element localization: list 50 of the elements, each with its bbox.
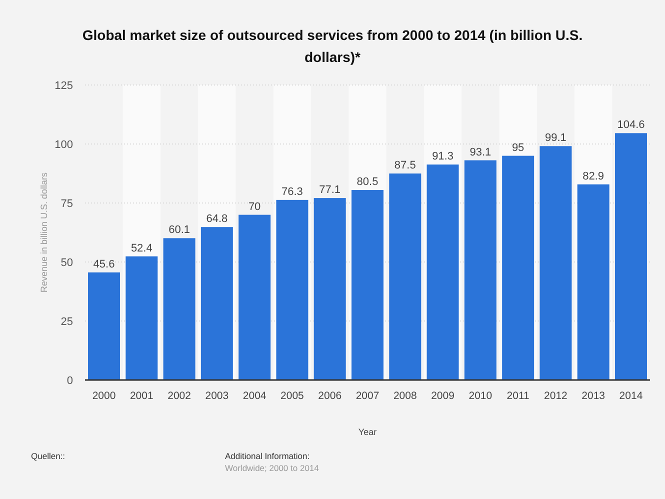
x-tick-label: 2013 [582, 390, 606, 402]
x-tick-label: 2006 [318, 390, 342, 402]
x-tick-label: 2003 [205, 390, 229, 402]
bar [163, 238, 196, 380]
data-label: 95 [512, 142, 524, 154]
x-tick-label: 2010 [468, 390, 492, 402]
bar [389, 174, 422, 380]
data-label: 70 [248, 200, 261, 213]
data-label: 60.1 [168, 224, 190, 236]
bar [238, 214, 271, 380]
y-tick-label: 125 [54, 80, 73, 92]
x-tick-label: 2005 [280, 390, 304, 402]
x-tick-label: 2014 [619, 390, 643, 402]
bar [314, 198, 346, 380]
data-label: 82.9 [582, 170, 604, 182]
x-tick-label: 2000 [92, 390, 116, 402]
y-tick-label: 0 [66, 375, 73, 387]
data-label: 77.1 [319, 184, 341, 196]
y-tick-label: 100 [54, 139, 73, 151]
data-label: 87.5 [394, 160, 416, 172]
bar [464, 160, 496, 380]
x-tick-label: 2008 [393, 390, 417, 402]
data-label: 45.6 [93, 258, 115, 270]
text: Worldwide; 2000 to 2014 [225, 463, 320, 473]
chart-title: Global market size of outsourced services from 2000 to 2014 (in billion U.S. dollars)* [82, 27, 583, 65]
x-tick-label: 2011 [506, 390, 530, 402]
data-label: 91.3 [432, 150, 454, 163]
bar [614, 133, 647, 380]
text: Additional Information: [225, 451, 310, 461]
x-tick-label: 2012 [544, 390, 568, 402]
x-tick-label: 2002 [168, 390, 192, 402]
x-tick-label: 2009 [431, 390, 455, 402]
data-label: 104.6 [617, 119, 645, 132]
data-label: 76.3 [282, 186, 303, 198]
data-label: 80.5 [356, 176, 378, 188]
data-label: 52.4 [130, 242, 152, 254]
x-tick-label: 2001 [130, 390, 154, 402]
source-note: Quellen:: [31, 451, 66, 461]
y-tick-label: 50 [60, 257, 73, 269]
data-label: 64.8 [206, 213, 228, 226]
x-tick-label: 2007 [356, 390, 380, 402]
y-tick-label: 75 [60, 198, 73, 210]
data-label: 99.1 [544, 132, 566, 144]
bar [540, 146, 572, 380]
y-axis-title: Revenue in billion U.S. dollars [39, 172, 49, 293]
y-tick-label: 25 [60, 316, 73, 328]
x-axis-title: Year [358, 427, 377, 437]
data-label: 93.1 [470, 146, 492, 158]
x-tick-label: 2004 [242, 390, 266, 402]
bar [88, 272, 120, 380]
